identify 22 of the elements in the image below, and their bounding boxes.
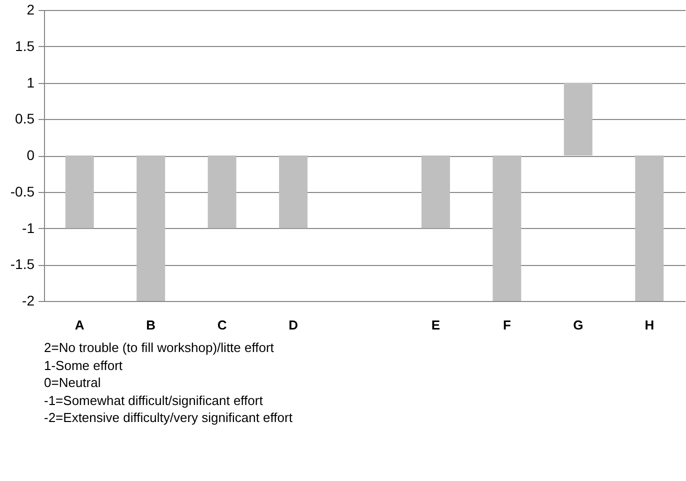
y-tick-label: -2 [22,292,35,308]
text: 2=No trouble (to fill workshop)/litte effort [44,339,275,356]
x-tick-label: C [217,318,228,332]
x-tick-label: B [146,318,156,332]
x-tick-label: G [573,318,584,332]
text: 1-Some effort [44,356,124,374]
y-tick-label: 0 [26,147,35,163]
x-tick-label: H [644,318,654,332]
x-tick-label: A [74,318,85,332]
x-tick-label: F [502,318,511,332]
y-tick-label: 1.5 [15,38,35,54]
text: 0=Neutral [44,374,102,392]
y-tick-label: -0.5 [10,183,35,200]
y-tick-label: -1 [22,220,35,236]
y-tick-label: 0.5 [15,110,35,127]
y-tick-label: 1 [26,74,35,90]
x-tick-label: D [288,318,298,332]
text: -2=Extensive difficulty/very significant effort [44,409,294,426]
y-tick-label: 2 [26,2,35,18]
x-tick-label: E [431,318,440,332]
text: -1=Somewhat difficult/significant effort [44,392,264,409]
y-tick-label: -1.5 [10,256,35,272]
